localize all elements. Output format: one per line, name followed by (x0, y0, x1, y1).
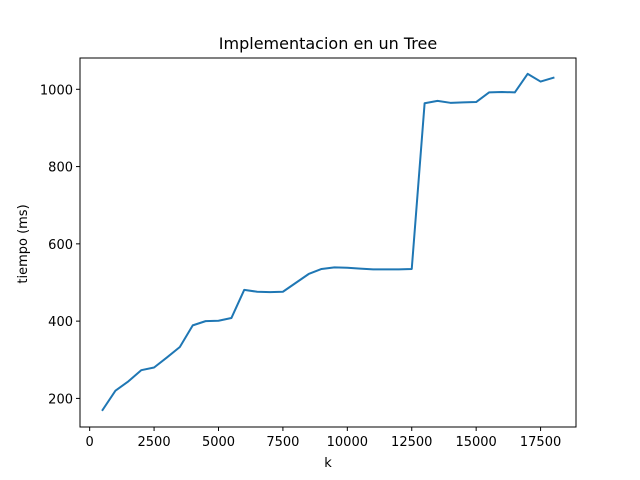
y-tick-label: 600 (48, 238, 73, 253)
x-tick-label: 0 (86, 435, 94, 450)
x-tick-label: 2500 (138, 435, 171, 450)
y-tick-label: 800 (48, 161, 73, 176)
x-tick-label: 17500 (520, 435, 561, 450)
y-tick-label: 1000 (40, 83, 73, 98)
series-line-0 (101, 72, 555, 412)
x-tick-label: 5000 (202, 435, 235, 450)
y-tick-label: 200 (48, 392, 73, 407)
x-tick-label: 15000 (455, 435, 496, 450)
y-tick-label: 400 (48, 315, 73, 330)
x-tick-label: 12500 (391, 435, 432, 450)
axes-frame (79, 57, 577, 428)
y-axis-label: tiempo (ms) (16, 204, 31, 283)
chart-title: Implementacion en un Tree (219, 34, 437, 53)
x-tick-label: 10000 (327, 435, 368, 450)
plot-area: 0 2500 5000 7500 10000 12500 15000 17500 200 400 6… (40, 57, 577, 450)
x-axis-label: k (324, 456, 332, 471)
x-tick-label: 7500 (266, 435, 299, 450)
